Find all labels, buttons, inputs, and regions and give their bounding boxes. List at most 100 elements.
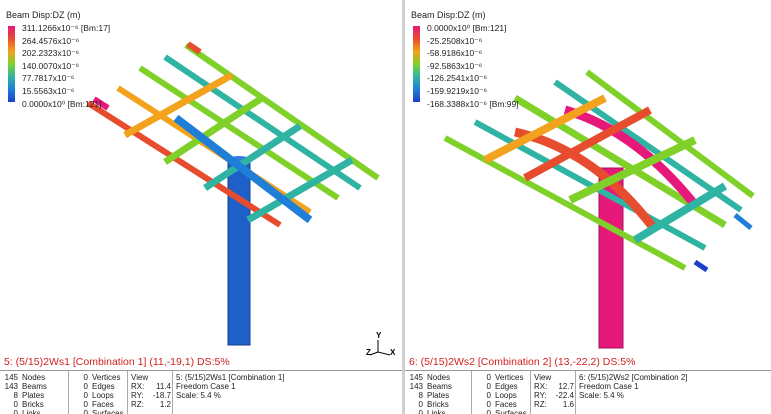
- view-key: RY:: [534, 391, 547, 400]
- right-legend-label: -126.2541x10⁻⁶: [427, 73, 487, 84]
- view-value: 1.6: [562, 400, 574, 409]
- right-purlins: [483, 94, 728, 244]
- right-legend-label: -58.9186x10⁻⁶: [427, 48, 483, 59]
- left-geometry-row: 0 Edges: [72, 382, 124, 391]
- left-legend-label: 0.0000x10⁰ [Bm:121]: [22, 98, 102, 109]
- right-count-row: 0 Bricks: [407, 400, 452, 409]
- right-3d-viewport[interactable]: [405, 0, 771, 356]
- geometry-value: 0: [83, 373, 88, 382]
- left-view-title: View: [131, 373, 149, 382]
- left-case-line: Scale: 5.4 %: [176, 391, 221, 400]
- left-view-row: RZ: 1.2: [131, 400, 171, 409]
- right-legend-label: -159.9219x10⁻⁶: [427, 85, 487, 96]
- left-view-row: RY: -18.7: [131, 391, 171, 400]
- left-counts-column: 145 Nodes 143 Beams 8 Plates 0 Bricks 0 Links: [2, 373, 47, 414]
- left-count-row: 0 Bricks: [2, 400, 47, 409]
- x-axis-label: X: [390, 348, 396, 356]
- left-legend-label: 264.4576x10⁻⁶: [22, 35, 80, 46]
- geometry-value: 0: [486, 391, 491, 400]
- right-count-row: 8 Plates: [407, 391, 452, 400]
- right-view-title: View: [534, 373, 552, 382]
- view-key: RX:: [534, 382, 548, 391]
- right-geometry-column: 0 Vertices 0 Edges 0 Loops 0 Faces 0 Surfaces: [475, 373, 527, 414]
- left-view-row: RX: 11.4: [131, 382, 171, 391]
- view-value: 1.2: [159, 400, 171, 409]
- geometry-value: 0: [83, 391, 88, 400]
- left-3d-viewport[interactable]: Y Z X: [0, 0, 402, 356]
- geometry-label: Faces: [495, 400, 517, 409]
- count-label: Beams: [22, 382, 47, 391]
- geometry-label: Edges: [92, 382, 115, 391]
- left-count-row: 0 Links: [2, 409, 47, 414]
- left-column: [227, 159, 251, 346]
- geometry-value: 0: [83, 382, 88, 391]
- view-key: RX:: [131, 382, 145, 391]
- left-geometry-row: 0 Faces: [72, 400, 124, 409]
- count-value: 0: [418, 400, 423, 409]
- count-label: Nodes: [22, 373, 46, 382]
- geometry-label: Faces: [92, 400, 114, 409]
- left-case-line: Freedom Case 1: [176, 382, 236, 391]
- left-count-row: 8 Plates: [2, 391, 47, 400]
- count-value: 145: [409, 373, 423, 382]
- right-info-panel: 145 Nodes 143 Beams 8 Plates 0 Bricks 0 Links 0 Ve…: [405, 370, 771, 414]
- right-legend-colorbar: [413, 26, 420, 102]
- count-value: 145: [4, 373, 18, 382]
- left-legend-label: 311.1266x10⁻⁶ [Bm:17]: [22, 23, 111, 33]
- right-legend-label: 0.0000x10⁰ [Bm:121]: [427, 23, 507, 33]
- left-legend-label: 15.5563x10⁻⁶: [22, 85, 75, 96]
- right-case-line: Scale: 5.4 %: [579, 391, 624, 400]
- geometry-value: 0: [83, 400, 88, 409]
- count-label: Plates: [22, 391, 45, 400]
- pane-divider[interactable]: [402, 0, 405, 414]
- z-axis-label: Z: [366, 348, 371, 356]
- count-value: 0: [13, 400, 18, 409]
- left-geometry-row: 0 Vertices: [72, 373, 124, 382]
- left-legend-label: 77.7817x10⁻⁶: [22, 73, 75, 84]
- view-key: RZ:: [131, 400, 144, 409]
- right-view-pane[interactable]: Beam Disp:DZ (m) 0.0000x10⁰ [Bm:121] -25.…: [405, 0, 771, 414]
- left-status-line: 5: (5/15)2Ws1 [Combination 1] (11,-19,1)…: [4, 356, 230, 368]
- left-legend-colorbar: [8, 26, 15, 102]
- right-case-line: 6: (5/15)2Ws2 [Combination 2]: [579, 373, 688, 382]
- geometry-value: 0: [486, 409, 491, 414]
- count-value: 143: [4, 382, 18, 391]
- right-case-line: Freedom Case 1: [579, 382, 639, 391]
- right-view-column: View RX: 12.7 RY: -22.4 RZ: 1.6: [534, 373, 574, 409]
- left-ends: [92, 41, 202, 111]
- left-geometry-column: 0 Vertices 0 Edges 0 Loops 0 Faces 0 Surfaces: [72, 373, 124, 414]
- right-status-line: 6: (5/15)2Ws2 [Combination 2] (13,-22,2)…: [409, 356, 636, 368]
- count-value: 143: [409, 382, 423, 391]
- left-legend: Beam Disp:DZ (m) 311.1266x10⁻⁶ [Bm:17] 26…: [6, 10, 110, 110]
- count-label: Beams: [427, 382, 452, 391]
- geometry-label: Vertices: [92, 373, 121, 382]
- left-view-column: View RX: 11.4 RY: -18.7 RZ: 1.2: [131, 373, 171, 409]
- left-structure-render: [86, 41, 380, 346]
- geometry-value: 0: [486, 373, 491, 382]
- right-legend-label: -92.5863x10⁻⁶: [427, 60, 483, 71]
- right-geometry-row: 0 Faces: [475, 400, 527, 409]
- right-legend: Beam Disp:DZ (m) 0.0000x10⁰ [Bm:121] -25.…: [411, 10, 519, 110]
- view-value: 11.4: [156, 382, 171, 391]
- geometry-label: Loops: [92, 391, 114, 400]
- left-legend-title: Beam Disp:DZ (m): [6, 10, 81, 20]
- geometry-value: 0: [486, 400, 491, 409]
- right-geometry-row: 0 Loops: [475, 391, 527, 400]
- count-label: Plates: [427, 391, 450, 400]
- view-value: -22.4: [555, 391, 574, 400]
- count-value: 8: [13, 391, 18, 400]
- right-view-row: RY: -22.4: [534, 391, 574, 400]
- right-view-row: RZ: 1.6: [534, 400, 574, 409]
- left-case-line: 5: (5/15)2Ws1 [Combination 1]: [176, 373, 285, 382]
- right-case-column: 6: (5/15)2Ws2 [Combination 2] Freedom Cas…: [579, 373, 688, 400]
- right-geometry-row: 0 Surfaces: [475, 409, 527, 414]
- right-count-row: 0 Links: [407, 409, 452, 414]
- geometry-label: Vertices: [495, 373, 524, 382]
- right-legend-title: Beam Disp:DZ (m): [411, 10, 486, 20]
- right-structure-render: [443, 69, 755, 349]
- left-info-panel: 145 Nodes 143 Beams 8 Plates 0 Bricks 0 Links 0 Ve…: [0, 370, 402, 414]
- view-value: -18.7: [152, 391, 171, 400]
- left-view-pane[interactable]: Y Z X Beam Disp:DZ (m) 311.1266x10⁻⁶ [Bm…: [0, 0, 402, 414]
- y-axis-label: Y: [376, 331, 382, 340]
- left-legend-label: 202.2323x10⁻⁶: [22, 48, 80, 59]
